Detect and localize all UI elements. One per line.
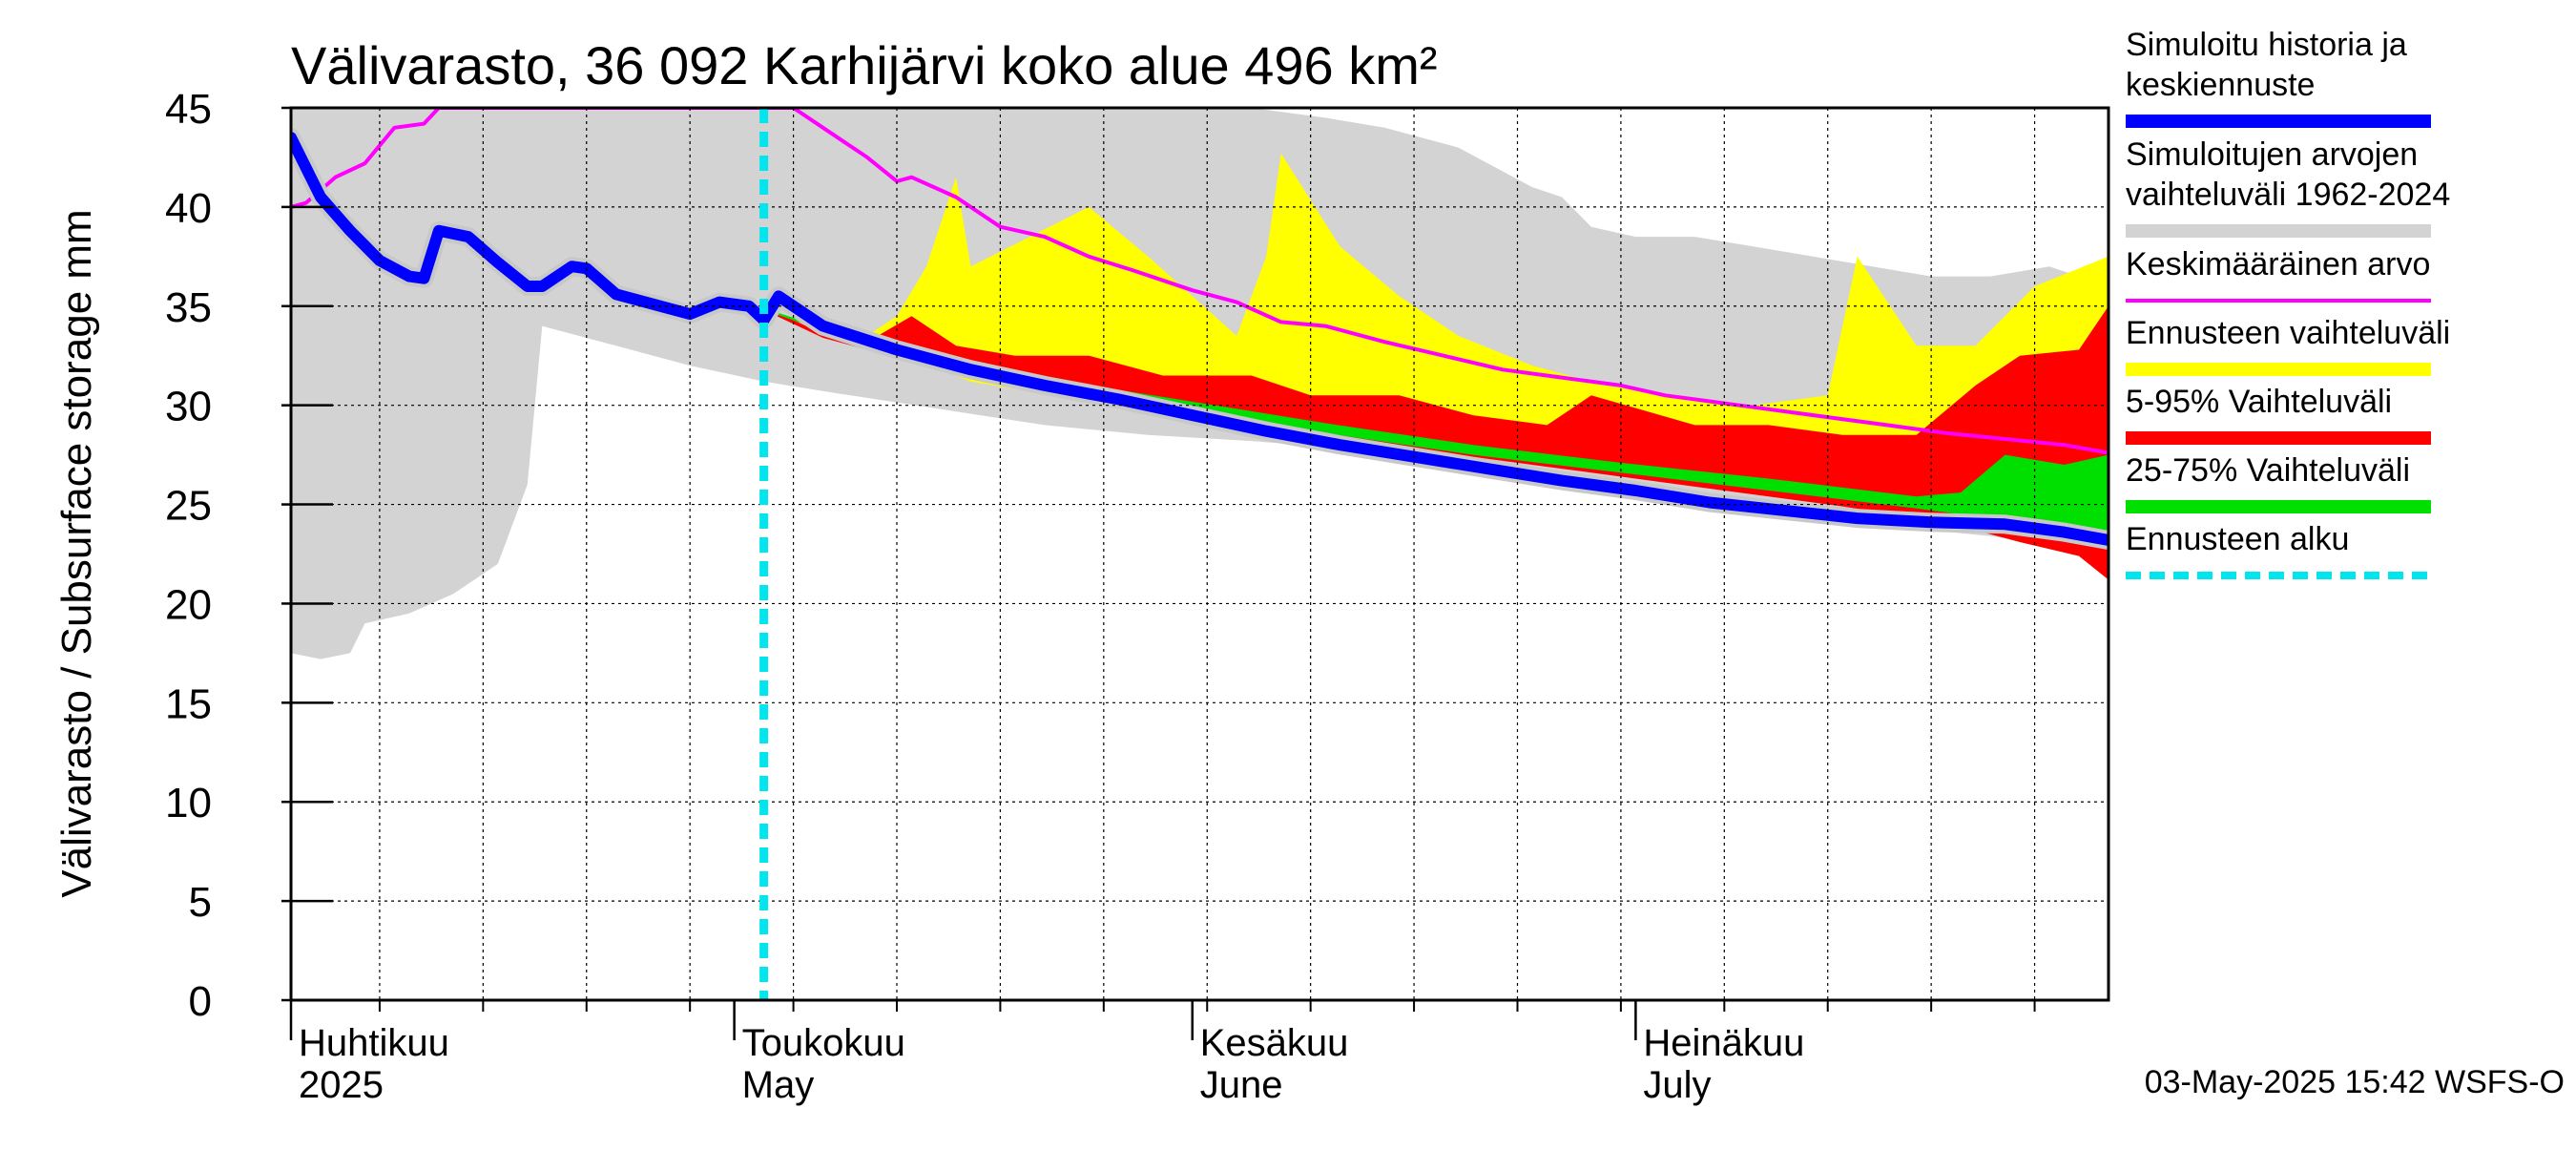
footer-timestamp: 03-May-2025 15:42 WSFS-O xyxy=(2145,1064,2565,1100)
legend-item-0: Simuloitu historia ja keskiennuste xyxy=(2126,27,2431,128)
y-tick-label: 20 xyxy=(165,581,212,628)
x-month-sublabel: June xyxy=(1200,1064,1283,1106)
band-3-25-75-vaihteluv-li xyxy=(763,307,2109,547)
legend-item-5: 25-75% Vaihteluväli xyxy=(2126,452,2431,513)
legend-label: keskiennuste xyxy=(2126,67,2315,103)
plot-frame xyxy=(289,106,2110,1002)
simulated-history-line xyxy=(291,132,2109,546)
y-tick-label: 45 xyxy=(165,86,212,133)
legend-item-4: 5-95% Vaihteluväli xyxy=(2126,384,2431,445)
legend-label: Ennusteen vaihteluväli xyxy=(2126,315,2450,351)
x-month-label: Kesäkuu xyxy=(1200,1022,1349,1064)
y-tick-label: 40 xyxy=(165,185,212,232)
legend-item-3: Ennusteen vaihteluväli xyxy=(2126,315,2450,376)
plot-data-layer xyxy=(291,108,2109,659)
y-tick-label: 35 xyxy=(165,284,212,331)
legend-item-2: Keskimääräinen arvo xyxy=(2126,246,2431,303)
x-month-sublabel: July xyxy=(1643,1064,1711,1106)
legend-item-1: Simuloitujen arvojen vaihteluväli 1962-20… xyxy=(2126,136,2450,238)
legend-label: 25-75% Vaihteluväli xyxy=(2126,452,2410,489)
y-axis-label: Välivarasto / Subsurface storage mm xyxy=(53,209,100,897)
x-month-sublabel: 2025 xyxy=(299,1064,384,1106)
x-month-label: Heinäkuu xyxy=(1643,1022,1804,1064)
legend-label: vaihteluväli 1962-2024 xyxy=(2126,177,2450,213)
y-tick-label: 25 xyxy=(165,483,212,530)
y-tick-label: 0 xyxy=(189,978,212,1025)
x-month-label: Huhtikuu xyxy=(299,1022,449,1064)
legend-label: Keskimääräinen arvo xyxy=(2126,246,2430,282)
legend-label: Simuloitu historia ja xyxy=(2126,27,2407,63)
y-tick-label: 5 xyxy=(189,879,212,926)
y-tick-label: 15 xyxy=(165,680,212,727)
y-tick-label: 10 xyxy=(165,780,212,826)
legend-label: 5-95% Vaihteluväli xyxy=(2126,384,2392,420)
grid-layer xyxy=(291,108,2109,1000)
x-month-sublabel: May xyxy=(742,1064,815,1106)
legend-item-6: Ennusteen alku xyxy=(2126,521,2431,579)
x-month-label: Toukokuu xyxy=(742,1022,905,1064)
mean-value-line xyxy=(291,108,2109,455)
legend-label: Simuloitujen arvojen xyxy=(2126,136,2418,173)
y-tick-label: 30 xyxy=(165,384,212,430)
chart-title: Välivarasto, 36 092 Karhijärvi koko alue… xyxy=(291,35,1438,95)
legend-label: Ennusteen alku xyxy=(2126,521,2349,557)
